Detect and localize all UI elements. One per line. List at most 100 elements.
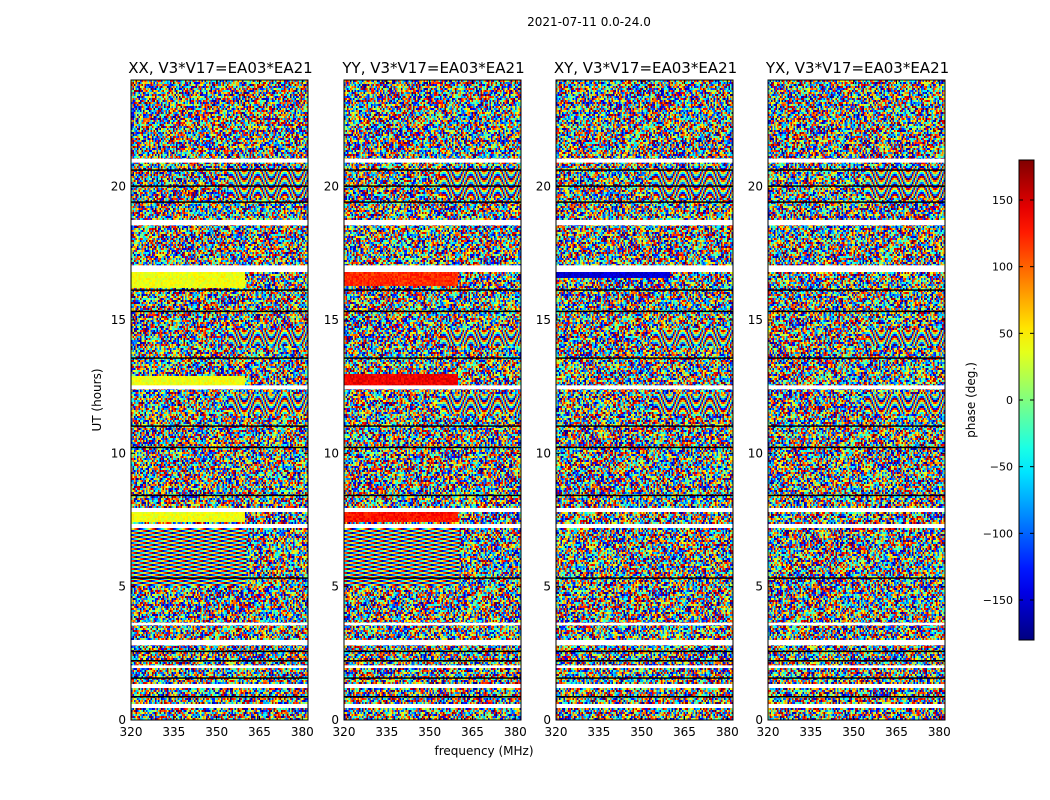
dark-band (131, 696, 308, 698)
x-axis-label: frequency (MHz) (434, 744, 533, 758)
dark-band (556, 650, 733, 653)
dark-band (131, 677, 308, 679)
dark-band (556, 357, 733, 359)
y-tick-label: 5 (331, 580, 339, 594)
dark-band (131, 660, 308, 662)
colorbar-tick-label: 50 (999, 327, 1013, 340)
flagged-band (344, 640, 521, 646)
dark-band (131, 201, 308, 203)
flagged-band (556, 622, 733, 626)
dark-band (768, 660, 945, 662)
flagged-band (768, 704, 945, 708)
x-tick-label: 320 (545, 725, 568, 739)
flagged-band (768, 622, 945, 626)
dark-band (344, 425, 521, 427)
dark-band (768, 650, 945, 653)
dark-band (344, 185, 521, 187)
dark-band (768, 289, 945, 291)
dark-band (768, 357, 945, 359)
flagged-band (131, 665, 308, 668)
flagged-band (344, 665, 521, 668)
panel-yx: YX, V3*V17=EA03*EA21 320 335 350 365 380 0 5 10 1… (748, 59, 951, 739)
y-tick-label: 15 (536, 313, 551, 327)
flagged-band (344, 622, 521, 626)
flagged-band (344, 220, 521, 226)
colorbar-tick-label: −150 (983, 594, 1013, 607)
dark-band (131, 185, 308, 187)
x-tick-label: 350 (418, 725, 441, 739)
y-tick-label: 5 (755, 580, 763, 594)
dark-band (768, 677, 945, 679)
figure-suptitle: 2021-07-11 0.0-24.0 (527, 15, 651, 29)
dark-band (768, 185, 945, 187)
axes-frame (555, 79, 734, 721)
dark-band (556, 577, 733, 579)
flagged-band (131, 704, 308, 708)
dark-band (556, 310, 733, 313)
flagged-band (768, 508, 945, 512)
y-tick-label: 5 (543, 580, 551, 594)
y-tick-label: 5 (118, 580, 126, 594)
x-tick-label: 380 (291, 725, 314, 739)
flagged-band (556, 684, 733, 688)
y-tick-label: 0 (755, 713, 763, 727)
dark-band (556, 696, 733, 698)
flagged-band (768, 265, 945, 272)
panel-yy: YY, V3*V17=EA03*EA21 320 335 350 365 380 0 5 10 1… (324, 59, 527, 739)
dark-band (344, 446, 521, 449)
x-tick-label: 380 (504, 725, 527, 739)
dark-band (131, 425, 308, 427)
dark-band (556, 201, 733, 203)
flagged-band (131, 220, 308, 226)
flagged-band (131, 684, 308, 688)
dark-band (768, 310, 945, 313)
y-tick-label: 20 (324, 180, 339, 194)
y-tick-label: 10 (111, 446, 126, 460)
flagged-band (768, 524, 945, 528)
dark-band (768, 577, 945, 579)
axes-frame (767, 79, 946, 721)
dark-band (768, 201, 945, 203)
flagged-band (131, 622, 308, 626)
colorbar-label: phase (deg.) (964, 362, 978, 438)
flagged-band (344, 265, 521, 272)
x-tick-label: 320 (333, 725, 356, 739)
flagged-band (768, 665, 945, 668)
dark-band (768, 425, 945, 427)
y-tick-label: 0 (331, 713, 339, 727)
x-tick-label: 365 (248, 725, 271, 739)
flagged-band (768, 220, 945, 226)
x-tick-label: 335 (162, 725, 185, 739)
flagged-band (556, 385, 733, 390)
x-tick-label: 365 (885, 725, 908, 739)
dark-band (344, 677, 521, 679)
dark-band (344, 169, 521, 171)
flagged-band (556, 220, 733, 226)
x-tick-label: 350 (205, 725, 228, 739)
dark-band (344, 201, 521, 203)
flagged-band (768, 158, 945, 163)
panel-xx: XX, V3*V17=EA03*EA21 320 335 350 365 380 0 5 10 1… (111, 59, 314, 739)
dark-band (344, 660, 521, 662)
y-tick-label: 0 (118, 713, 126, 727)
y-tick-label: 10 (536, 446, 551, 460)
colorbar-tick-label: −100 (983, 527, 1013, 540)
dark-band (768, 446, 945, 449)
panel-title: XX, V3*V17=EA03*EA21 (128, 59, 312, 77)
flagged-band (344, 508, 521, 512)
flagged-band (556, 665, 733, 668)
dark-band (344, 494, 521, 497)
y-tick-label: 10 (324, 446, 339, 460)
dark-band (344, 357, 521, 359)
flagged-band (131, 508, 308, 512)
flagged-band (556, 640, 733, 646)
dark-band (344, 310, 521, 313)
colorbar-tick-label: 100 (992, 261, 1013, 274)
flagged-band (768, 684, 945, 688)
flagged-band (344, 524, 521, 528)
dark-band (344, 577, 521, 579)
colorbar-tick-label: 150 (992, 194, 1013, 207)
dark-band (768, 494, 945, 497)
dark-band (556, 185, 733, 187)
